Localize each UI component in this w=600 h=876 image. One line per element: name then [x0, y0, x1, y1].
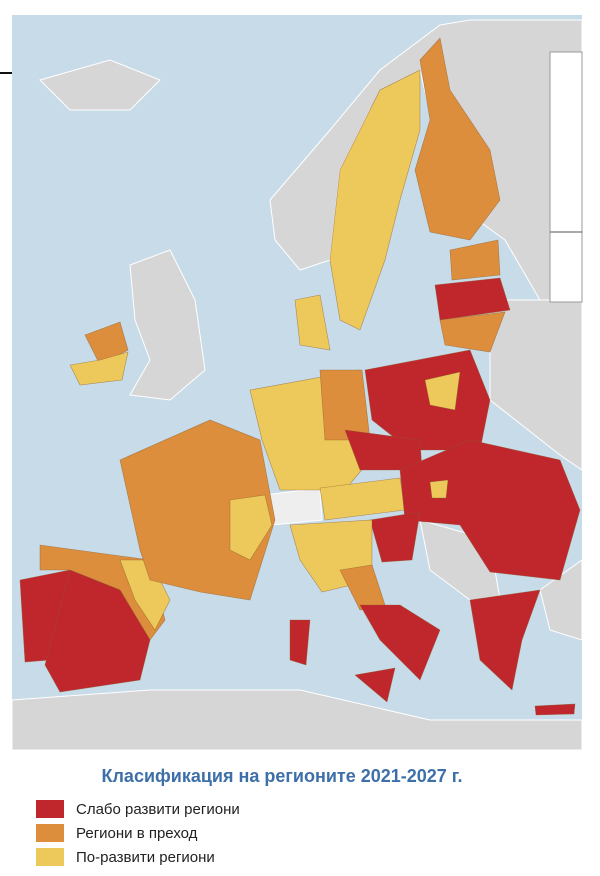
- legend-label: Слабо развити региони: [76, 801, 240, 818]
- ireland-south: [69, 351, 129, 386]
- france: [119, 419, 276, 601]
- ireland-north: [84, 321, 129, 366]
- finland: [414, 37, 501, 241]
- croatia: [369, 511, 421, 563]
- germany-east: [319, 369, 371, 441]
- greece: [469, 589, 541, 691]
- lithuania: [439, 311, 506, 353]
- map: [11, 15, 583, 751]
- denmark: [294, 294, 331, 351]
- land: [269, 19, 583, 331]
- legend-swatch: [36, 824, 64, 842]
- legend-swatch: [36, 800, 64, 818]
- legend-swatch: [36, 848, 64, 866]
- hungary-romania-bulgaria: [399, 439, 581, 581]
- land: [11, 689, 583, 751]
- legend-title: Класификация на регионите 2021-2027 г.: [102, 766, 463, 786]
- italy-south: [359, 604, 441, 681]
- estonia: [449, 239, 501, 281]
- sicily: [354, 667, 396, 703]
- legend-label: Региони в преход: [76, 825, 198, 842]
- land: [539, 559, 583, 641]
- land: [39, 59, 161, 111]
- inset-panel: [549, 51, 583, 303]
- sardinia: [289, 619, 311, 666]
- poland-warsaw: [424, 371, 461, 411]
- legend: Слабо развити региони Региони в преход По-…: [36, 800, 240, 866]
- france-east: [229, 494, 273, 561]
- budapest: [429, 479, 449, 499]
- spain-south: [44, 569, 151, 693]
- sweden: [329, 69, 421, 331]
- land: [129, 249, 206, 401]
- latvia: [434, 277, 511, 321]
- crete: [534, 703, 576, 716]
- legend-label: По-развити региони: [76, 849, 215, 866]
